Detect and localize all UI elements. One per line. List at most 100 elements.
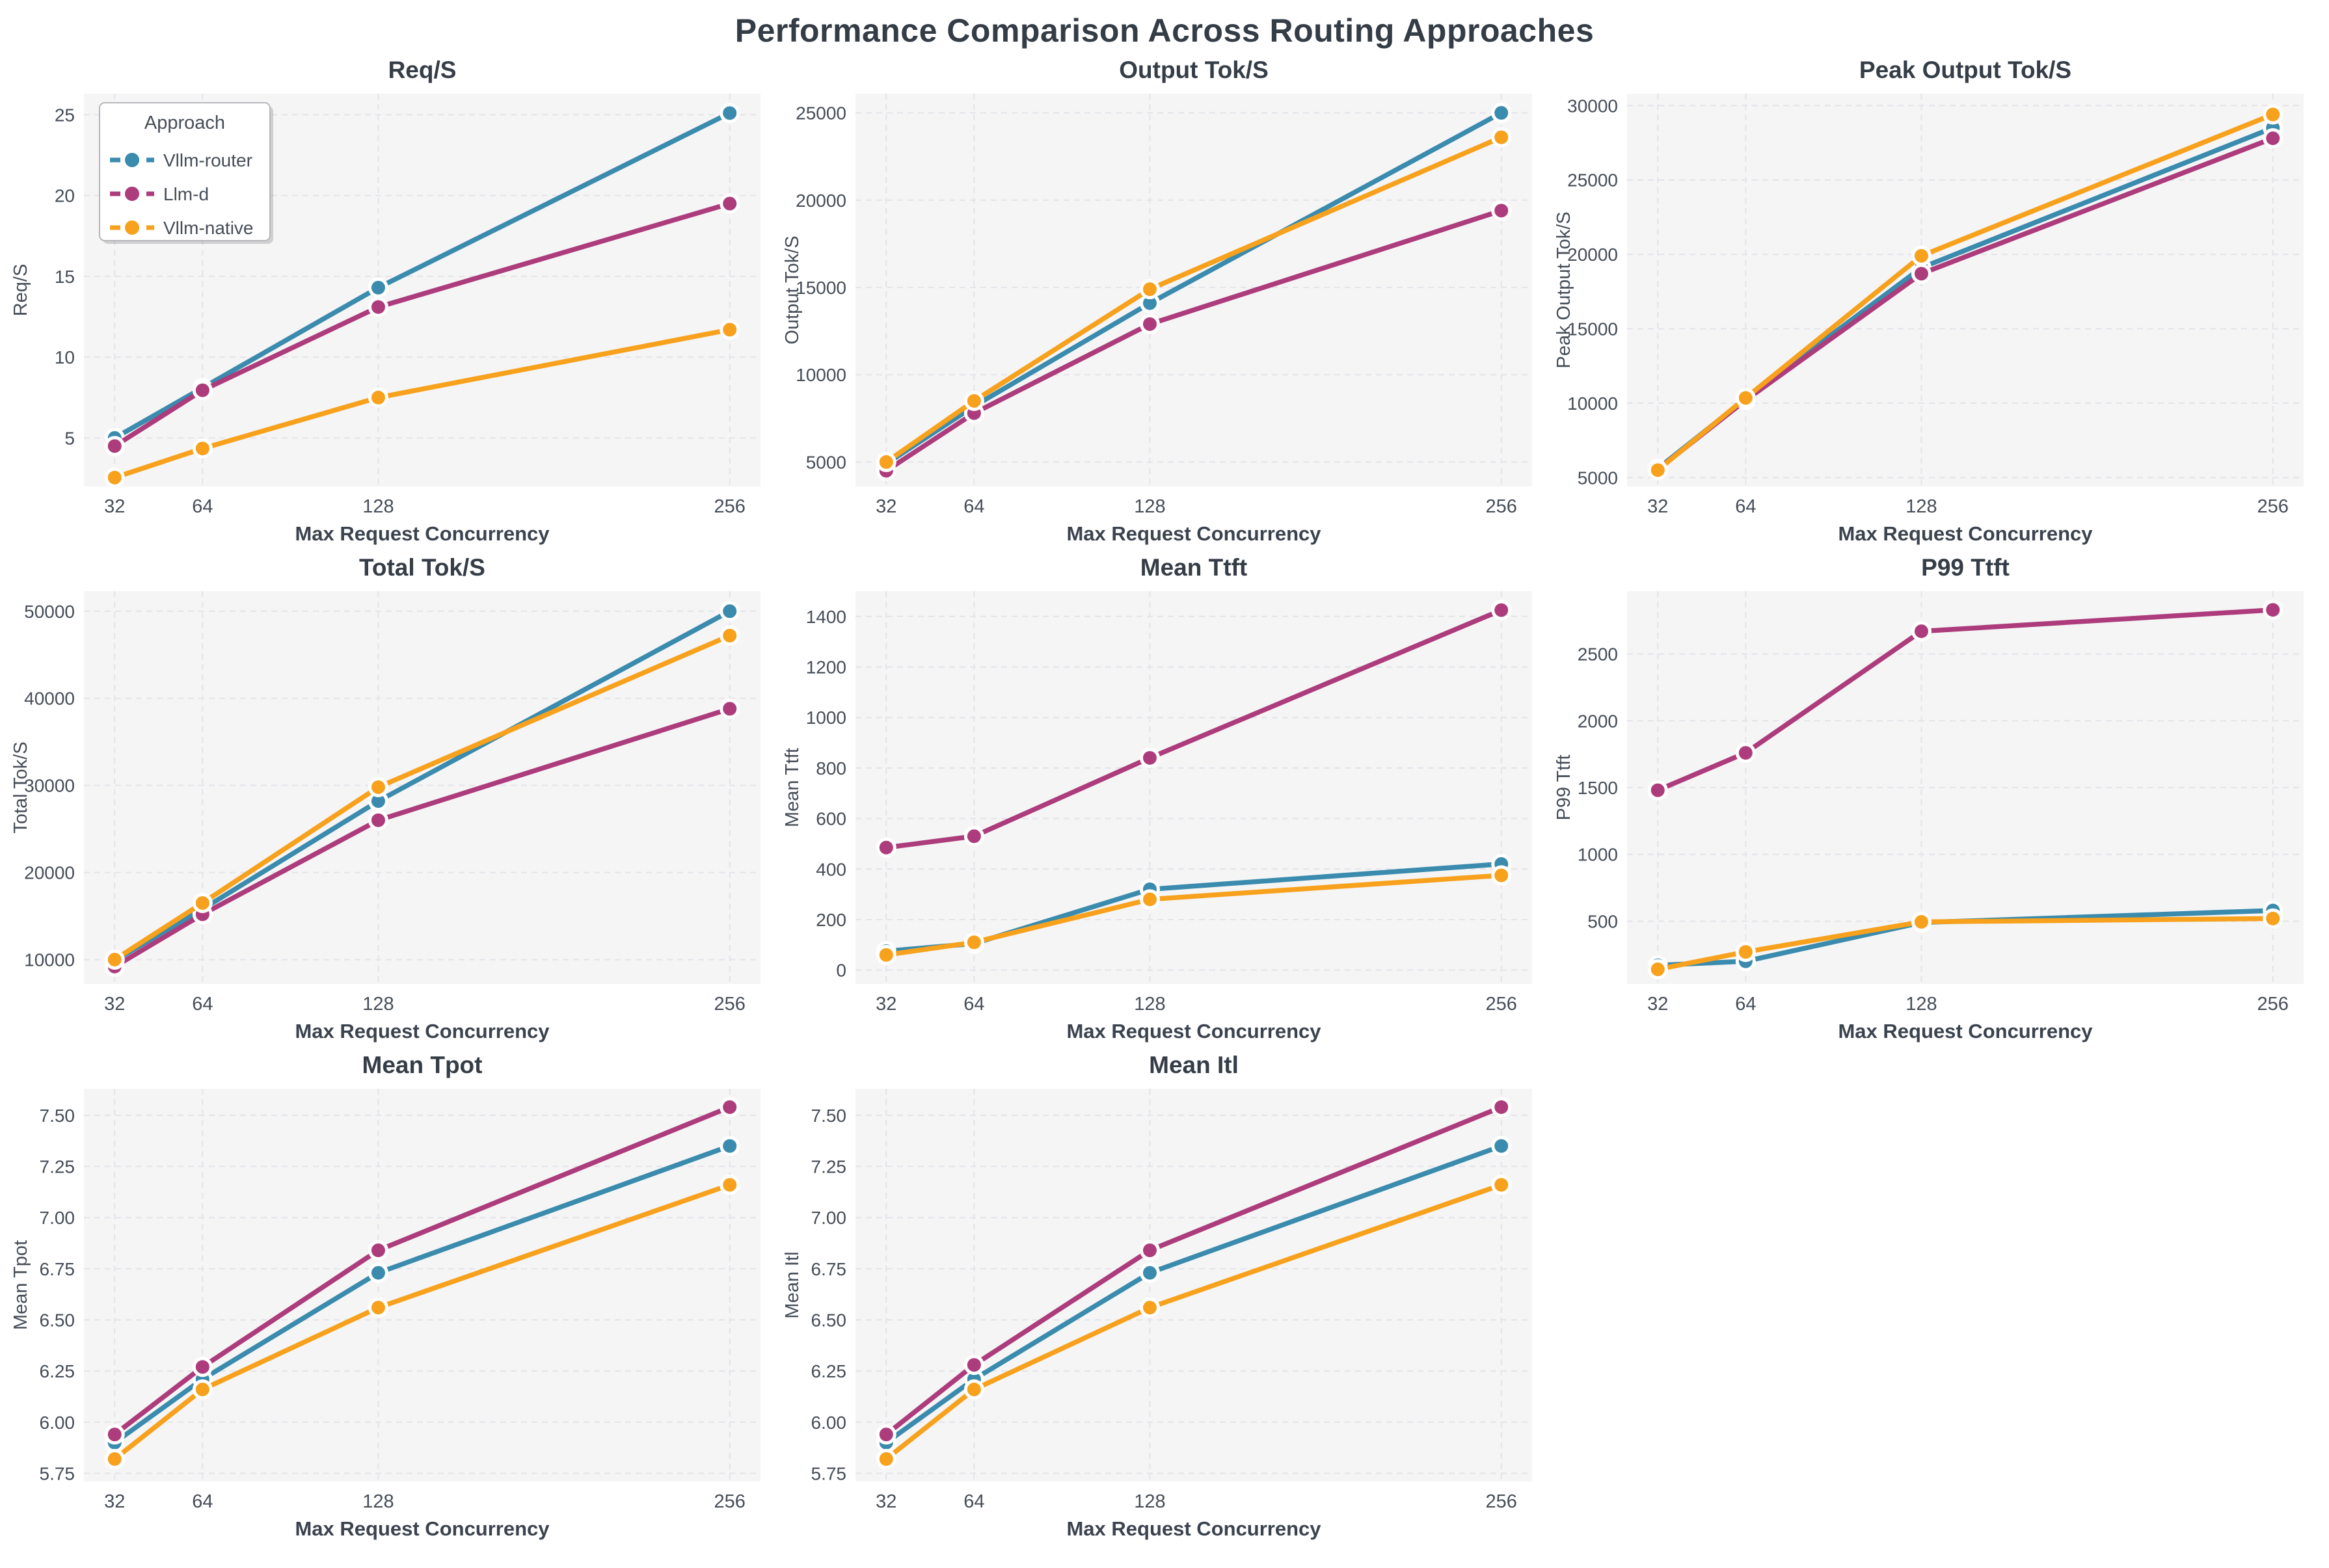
svg-text:30000: 30000 — [24, 776, 75, 796]
y-axis-label: Mean Itl — [782, 1251, 803, 1318]
subplot-p99-ttft: P99 Ttft 500 1000 1500 2000 2500 32 64 128 256 Max… — [1550, 550, 2322, 1047]
svg-text:7.00: 7.00 — [40, 1208, 75, 1228]
subplot-total-tok-s: Total Tok/S 10000 20000 30000 40000 50000 32 64… — [7, 550, 779, 1047]
subplot-title: Mean Itl — [1149, 1052, 1239, 1078]
y-tick-labels: 5 10 15 20 25 — [55, 105, 75, 448]
y-tick-labels: 0 200 400 600 800 1000 1200 1400 — [806, 607, 846, 981]
svg-text:25: 25 — [55, 105, 75, 125]
legend-entry-label: Vllm-router — [163, 150, 252, 170]
figure: Performance Comparison Across Routing Ap… — [0, 12, 2329, 1545]
svg-text:50000: 50000 — [24, 602, 75, 622]
svg-text:7.00: 7.00 — [811, 1208, 847, 1228]
svg-text:15: 15 — [55, 267, 75, 287]
series-llm-d — [876, 600, 1512, 858]
svg-text:64: 64 — [192, 496, 213, 517]
page-title: Performance Comparison Across Routing Ap… — [734, 12, 1595, 49]
series-llm-d — [876, 1096, 1512, 1445]
series-llm-d — [104, 193, 740, 457]
svg-text:6.00: 6.00 — [811, 1413, 847, 1433]
svg-text:128: 128 — [1134, 1491, 1165, 1512]
svg-text:500: 500 — [1587, 911, 1618, 931]
series-llm-d — [104, 1096, 740, 1445]
legend-entry-label: Vllm-native — [163, 218, 253, 238]
series-vllm-native — [104, 625, 740, 970]
chart-req-s: Req/S 5 10 15 20 25 32 64 128 256 Max Request Conc… — [10, 57, 761, 545]
svg-text:64: 64 — [192, 1491, 213, 1512]
svg-text:30000: 30000 — [1567, 96, 1618, 116]
svg-text:64: 64 — [1735, 994, 1756, 1015]
x-axis-label: Max Request Concurrency — [1066, 1517, 1321, 1540]
x-axis-label: Max Request Concurrency — [1066, 1020, 1321, 1043]
svg-text:32: 32 — [876, 496, 896, 517]
svg-text:5.75: 5.75 — [40, 1463, 75, 1483]
y-axis-label: Output Tok/S — [782, 235, 803, 344]
subplot-title: Peak Output Tok/S — [1859, 57, 2071, 83]
svg-text:128: 128 — [362, 1491, 394, 1512]
svg-text:6.25: 6.25 — [40, 1361, 75, 1381]
svg-text:200: 200 — [816, 910, 846, 930]
svg-text:64: 64 — [1735, 496, 1756, 517]
svg-text:10: 10 — [55, 347, 75, 367]
svg-text:6.50: 6.50 — [811, 1310, 847, 1330]
y-axis-label: Total Tok/S — [10, 741, 31, 833]
y-axis-label: P99 Ttft — [1554, 754, 1574, 820]
svg-text:1200: 1200 — [806, 658, 846, 678]
subplot-peak-output-tok-s: Peak Output Tok/S 5000 10000 15000 20000 2500… — [1550, 52, 2322, 550]
y-tick-labels: 5000 10000 15000 20000 25000 — [796, 103, 846, 473]
svg-text:1000: 1000 — [1578, 845, 1618, 865]
y-tick-labels: 10000 20000 30000 40000 50000 — [24, 602, 75, 970]
svg-text:128: 128 — [1905, 496, 1937, 517]
series-vllm-native — [876, 865, 1512, 965]
svg-text:600: 600 — [816, 809, 846, 829]
svg-text:256: 256 — [2257, 994, 2289, 1015]
plot-area — [84, 1089, 761, 1482]
svg-text:6.75: 6.75 — [40, 1259, 75, 1279]
x-axis-label: Max Request Concurrency — [295, 1020, 550, 1043]
svg-text:10000: 10000 — [24, 950, 75, 970]
svg-text:6.00: 6.00 — [40, 1413, 75, 1433]
legend-marker-dot-icon — [122, 150, 142, 170]
subplot-title: Mean Tpot — [362, 1052, 483, 1078]
x-axis-label: Max Request Concurrency — [1838, 1020, 2093, 1043]
svg-text:64: 64 — [963, 1491, 984, 1512]
series-vllm-native — [876, 1175, 1512, 1469]
svg-text:7.25: 7.25 — [40, 1157, 75, 1177]
svg-text:800: 800 — [816, 758, 846, 778]
svg-text:256: 256 — [714, 994, 746, 1015]
gridlines — [84, 591, 761, 984]
x-tick-labels: 32 64 128 256 — [1647, 994, 2289, 1015]
subplot-mean-itl: Mean Itl 5.75 6.00 6.25 6.50 6.75 7.00 7.25 7.50… — [779, 1047, 1550, 1545]
subplot-title: P99 Ttft — [1921, 554, 2010, 581]
x-tick-labels: 32 64 128 256 — [104, 496, 746, 517]
svg-text:32: 32 — [1647, 994, 1668, 1015]
svg-text:32: 32 — [1647, 496, 1668, 517]
legend-marker-dot-icon — [122, 184, 142, 204]
svg-text:7.50: 7.50 — [40, 1106, 75, 1126]
x-tick-labels: 32 64 128 256 — [104, 994, 746, 1015]
svg-text:64: 64 — [963, 994, 984, 1015]
svg-text:2000: 2000 — [1578, 711, 1618, 731]
svg-text:25000: 25000 — [1567, 170, 1618, 191]
svg-text:1000: 1000 — [806, 708, 846, 728]
svg-text:20000: 20000 — [1567, 245, 1618, 265]
svg-text:128: 128 — [1134, 994, 1165, 1015]
plot-area — [1627, 94, 2304, 486]
svg-text:20000: 20000 — [24, 863, 75, 883]
svg-text:32: 32 — [876, 994, 896, 1015]
svg-text:5.75: 5.75 — [811, 1463, 847, 1483]
svg-text:7.50: 7.50 — [811, 1106, 847, 1126]
subplot-output-tok-s: Output Tok/S 5000 10000 15000 20000 25000 32 64… — [779, 52, 1550, 550]
svg-text:7.25: 7.25 — [811, 1157, 847, 1177]
svg-text:64: 64 — [192, 994, 213, 1015]
svg-text:400: 400 — [816, 859, 846, 879]
chart-output-tok-s: Output Tok/S 5000 10000 15000 20000 25000 32 64… — [782, 57, 1532, 545]
x-axis-label: Max Request Concurrency — [1066, 522, 1321, 545]
chart-mean-ttft: Mean Ttft 0 200 400 600 800 1000 1200 1400 32 64 12… — [782, 554, 1532, 1043]
svg-text:256: 256 — [714, 496, 746, 517]
svg-text:64: 64 — [963, 496, 984, 517]
y-axis-label: Mean Tpot — [10, 1240, 31, 1330]
legend-title: Approach — [144, 113, 225, 133]
y-tick-labels: 5.75 6.00 6.25 6.50 6.75 7.00 7.25 7.50 — [40, 1106, 75, 1484]
svg-text:40000: 40000 — [24, 689, 75, 709]
svg-text:128: 128 — [362, 496, 394, 517]
